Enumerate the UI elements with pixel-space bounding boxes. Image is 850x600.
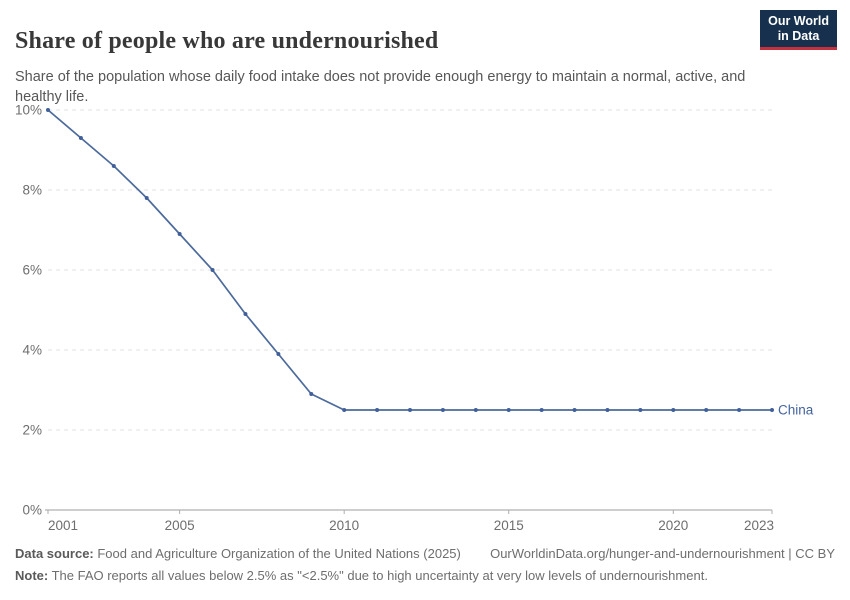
data-point[interactable] bbox=[770, 408, 774, 412]
x-axis-tick-label: 2020 bbox=[658, 518, 688, 533]
owid-logo[interactable]: Our World in Data bbox=[760, 10, 837, 50]
note-line: Note: The FAO reports all values below 2… bbox=[15, 568, 708, 583]
data-point[interactable] bbox=[375, 408, 380, 412]
y-axis-tick-label: 4% bbox=[22, 343, 42, 358]
data-point[interactable] bbox=[572, 408, 577, 412]
note-label: Note: bbox=[15, 568, 49, 583]
data-point[interactable] bbox=[46, 108, 50, 112]
data-point[interactable] bbox=[210, 268, 215, 272]
data-point[interactable] bbox=[671, 408, 676, 412]
owid-logo-line2: in Data bbox=[777, 29, 820, 43]
data-point[interactable] bbox=[408, 408, 412, 412]
chart-area[interactable]: 0% 2% 4% 6% 8% 10% 2001 2005 2010 2015 2020 2023 Chi… bbox=[0, 100, 850, 540]
data-point[interactable] bbox=[144, 196, 149, 200]
chart-subtitle: Share of the population whose daily food… bbox=[15, 68, 746, 106]
data-source-label: Data source: bbox=[15, 546, 94, 561]
data-point[interactable] bbox=[539, 408, 544, 412]
line-series-china[interactable] bbox=[47, 109, 772, 411]
data-point[interactable] bbox=[506, 408, 511, 412]
data-point[interactable] bbox=[309, 392, 314, 396]
chart-title: Share of people who are undernourished bbox=[15, 28, 439, 55]
data-point[interactable] bbox=[440, 408, 445, 412]
y-axis-tick-label: 10% bbox=[15, 103, 42, 118]
owid-logo-line1: Our World bbox=[768, 14, 829, 28]
data-point[interactable] bbox=[243, 312, 248, 316]
data-source-line: Data source: Food and Agriculture Organi… bbox=[15, 546, 461, 562]
y-axis-tick-label: 6% bbox=[22, 263, 42, 278]
data-point[interactable] bbox=[737, 408, 742, 412]
x-axis-tick-label: 2001 bbox=[48, 518, 78, 533]
x-axis-tick-label: 2015 bbox=[494, 518, 524, 533]
chart-canvas[interactable]: 0% 2% 4% 6% 8% 10% 2001 2005 2010 2015 2020 2023 Chi… bbox=[0, 100, 850, 540]
data-point[interactable] bbox=[342, 408, 347, 412]
y-axis-tick-label: 8% bbox=[22, 183, 42, 198]
x-axis-tick-label: 2023 bbox=[744, 518, 774, 533]
note-text: The FAO reports all values below 2.5% as… bbox=[48, 568, 708, 583]
canonical-link[interactable]: OurWorldinData.org/hunger-and-undernouri… bbox=[490, 546, 835, 561]
data-point[interactable] bbox=[177, 232, 182, 236]
data-point[interactable] bbox=[111, 164, 116, 168]
data-point[interactable] bbox=[605, 408, 610, 412]
data-point[interactable] bbox=[704, 408, 709, 412]
x-axis-tick-label: 2005 bbox=[165, 518, 195, 533]
y-axis-tick-label: 2% bbox=[22, 423, 42, 438]
chart-footer: Data source: Food and Agriculture Organi… bbox=[15, 546, 835, 584]
data-point[interactable] bbox=[78, 136, 83, 140]
x-axis-tick-label: 2010 bbox=[329, 518, 359, 533]
data-point[interactable] bbox=[473, 408, 478, 412]
data-point[interactable] bbox=[638, 408, 643, 412]
data-source-text: Food and Agriculture Organization of the… bbox=[93, 546, 461, 561]
data-point[interactable] bbox=[276, 352, 281, 356]
y-axis-tick-label: 0% bbox=[22, 503, 42, 518]
entity-label-china[interactable]: China bbox=[778, 403, 814, 418]
